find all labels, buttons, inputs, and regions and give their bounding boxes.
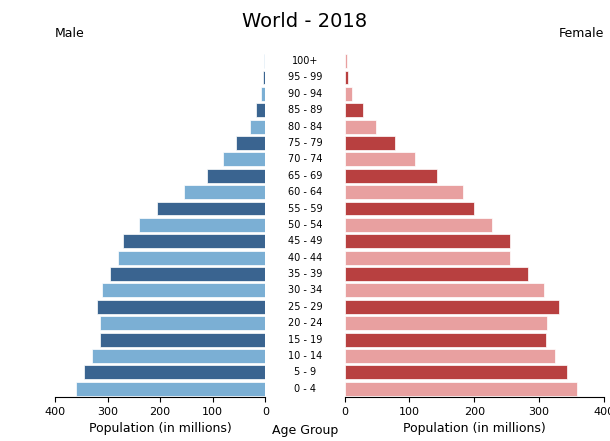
Bar bbox=[157, 202, 265, 216]
Text: 65 - 69: 65 - 69 bbox=[288, 171, 322, 181]
Bar bbox=[110, 267, 265, 281]
Bar bbox=[345, 234, 510, 248]
Bar bbox=[345, 120, 376, 134]
Bar bbox=[345, 103, 363, 117]
Bar bbox=[345, 202, 475, 216]
Text: 35 - 39: 35 - 39 bbox=[288, 269, 322, 279]
Text: 15 - 19: 15 - 19 bbox=[288, 335, 322, 344]
Bar bbox=[345, 349, 555, 363]
Text: Male: Male bbox=[55, 27, 85, 40]
Text: World - 2018: World - 2018 bbox=[242, 12, 368, 31]
Text: 85 - 89: 85 - 89 bbox=[288, 105, 322, 115]
Text: 0 - 4: 0 - 4 bbox=[294, 384, 316, 394]
Bar bbox=[345, 153, 415, 166]
Text: 70 - 74: 70 - 74 bbox=[288, 154, 322, 164]
X-axis label: Population (in millions): Population (in millions) bbox=[88, 422, 232, 435]
Text: 80 - 84: 80 - 84 bbox=[288, 122, 322, 131]
Bar bbox=[345, 250, 510, 265]
X-axis label: Population (in millions): Population (in millions) bbox=[403, 422, 546, 435]
Bar bbox=[207, 169, 265, 183]
Text: Age Group: Age Group bbox=[272, 424, 338, 437]
Bar bbox=[237, 136, 265, 150]
Bar bbox=[223, 153, 265, 166]
Bar bbox=[97, 300, 265, 314]
Bar bbox=[118, 250, 265, 265]
Bar bbox=[264, 54, 265, 68]
Text: 90 - 94: 90 - 94 bbox=[288, 89, 322, 99]
Bar bbox=[76, 382, 265, 396]
Bar bbox=[345, 169, 437, 183]
Text: 45 - 49: 45 - 49 bbox=[288, 236, 322, 246]
Bar bbox=[84, 365, 265, 379]
Bar bbox=[264, 71, 265, 85]
Bar bbox=[345, 87, 353, 101]
Bar bbox=[184, 185, 265, 199]
Text: 55 - 59: 55 - 59 bbox=[288, 204, 322, 213]
Text: 100+: 100+ bbox=[292, 56, 318, 66]
Bar bbox=[123, 234, 265, 248]
Text: 75 - 79: 75 - 79 bbox=[288, 138, 322, 148]
Bar bbox=[249, 120, 265, 134]
Bar bbox=[139, 218, 265, 232]
Bar bbox=[345, 333, 545, 347]
Bar bbox=[345, 71, 348, 85]
Bar bbox=[345, 316, 547, 330]
Bar bbox=[345, 54, 346, 68]
Text: 60 - 64: 60 - 64 bbox=[288, 187, 322, 197]
Bar bbox=[256, 103, 265, 117]
Bar bbox=[345, 365, 567, 379]
Text: 95 - 99: 95 - 99 bbox=[288, 72, 322, 82]
Bar bbox=[345, 136, 395, 150]
Text: 50 - 54: 50 - 54 bbox=[288, 220, 322, 230]
Bar bbox=[345, 267, 528, 281]
Bar bbox=[260, 87, 265, 101]
Text: 25 - 29: 25 - 29 bbox=[288, 302, 322, 312]
Text: Female: Female bbox=[559, 27, 604, 40]
Bar bbox=[345, 284, 544, 297]
Text: 40 - 44: 40 - 44 bbox=[288, 253, 322, 263]
Bar bbox=[345, 185, 463, 199]
Text: 5 - 9: 5 - 9 bbox=[294, 367, 316, 377]
Bar bbox=[99, 333, 265, 347]
Bar bbox=[345, 300, 559, 314]
Bar bbox=[99, 316, 265, 330]
Text: 20 - 24: 20 - 24 bbox=[288, 318, 322, 328]
Bar bbox=[102, 284, 265, 297]
Bar bbox=[345, 218, 492, 232]
Text: 30 - 34: 30 - 34 bbox=[288, 285, 322, 295]
Bar bbox=[92, 349, 265, 363]
Text: 10 - 14: 10 - 14 bbox=[288, 351, 322, 361]
Bar bbox=[345, 382, 576, 396]
